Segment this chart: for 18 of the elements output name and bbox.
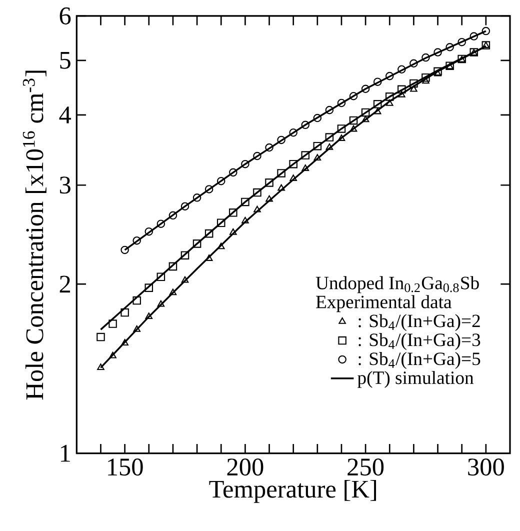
x-tick-label: 250 bbox=[348, 458, 384, 476]
y-tick-label: 2 bbox=[60, 276, 70, 292]
legend-label: p(T) simulation bbox=[358, 370, 474, 388]
y-tick-label: 1 bbox=[60, 444, 70, 462]
y-tick-label: 6 bbox=[60, 7, 71, 24]
legend-label: : Sb$_{4}$/(In+Ga)=2 bbox=[358, 314, 480, 332]
y-tick-label: 3 bbox=[60, 176, 70, 194]
y-tick-label: 4 bbox=[59, 106, 72, 124]
y-tick-label: 5 bbox=[60, 52, 70, 69]
x-axis-title: Temperature [K] bbox=[209, 480, 376, 503]
x-tick-label: 200 bbox=[227, 458, 264, 476]
legend-label: : Sb$_{4}$/(In+Ga)=3 bbox=[358, 333, 480, 350]
x-tick-label: 150 bbox=[108, 458, 143, 476]
y-axis-title: Hole Concentration [x10$^{16}$ cm$^{-3}$] bbox=[22, 70, 46, 400]
x-tick-label: 300 bbox=[468, 458, 504, 476]
legend-label: : Sb$_{4}$/(In+Ga)=5 bbox=[358, 352, 480, 369]
legend-title: Undoped In$_{0.2}$Ga$_{0.8}$Sb bbox=[316, 276, 479, 294]
annotation: Experimental data bbox=[316, 295, 452, 312]
